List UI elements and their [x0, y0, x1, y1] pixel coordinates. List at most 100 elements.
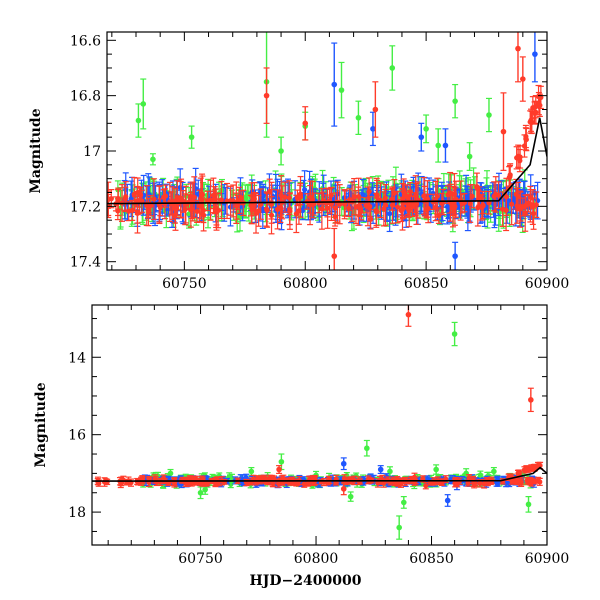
x-tick-label: 60850	[409, 551, 454, 567]
data-point-red	[373, 177, 380, 212]
data-point-red	[519, 56, 526, 102]
data-point-red	[191, 176, 198, 219]
data-point-red	[122, 181, 129, 213]
data-point-red	[286, 193, 293, 226]
data-point-green	[149, 153, 156, 166]
y-tick-label: 16	[68, 428, 86, 444]
data-point-blue	[444, 494, 451, 507]
data-point-red	[134, 177, 141, 208]
plot-frame	[106, 31, 548, 271]
data-point-red	[372, 81, 379, 138]
y-tick-label: 16.8	[70, 89, 101, 105]
data-point-green	[389, 45, 396, 91]
data-point-red	[495, 181, 502, 210]
plot-area	[92, 305, 547, 540]
data-point-red	[274, 189, 281, 230]
data-point-red	[516, 148, 523, 173]
data-point-red	[107, 181, 112, 217]
data-point-red	[523, 465, 530, 473]
data-point-red	[500, 92, 507, 171]
data-point-blue	[418, 122, 425, 152]
data-point-red	[307, 180, 314, 214]
data-point-red	[340, 482, 347, 496]
top-light-curve-panel: 60750 60800 60850 60900 16.6 16.8 17 17.2 17.4 Ma…	[28, 31, 569, 292]
data-point-red	[514, 32, 521, 83]
model-curve	[92, 466, 547, 482]
data-point-red	[147, 194, 154, 217]
data-point-red	[255, 194, 262, 227]
data-point-red	[346, 188, 353, 212]
data-point-red	[115, 187, 122, 210]
data-point-green	[140, 78, 147, 130]
data-point-red	[218, 180, 225, 220]
data-point-red	[531, 478, 538, 485]
data-point-blue	[531, 32, 538, 83]
data-point-red	[407, 181, 414, 202]
y-tick-label: 18	[68, 505, 86, 521]
data-point-green	[525, 496, 532, 513]
x-tick-label: 60900	[525, 551, 570, 567]
plot-area	[107, 32, 547, 270]
data-point-red	[190, 475, 197, 481]
x-tick-label: 60800	[283, 276, 328, 292]
data-point-red	[478, 194, 485, 221]
data-point-red	[280, 474, 287, 483]
data-point-red	[196, 189, 203, 223]
data-point-red	[302, 106, 309, 141]
x-tick-label: 60750	[162, 276, 207, 292]
y-tick-label: 14	[68, 350, 86, 366]
data-point-green	[485, 97, 492, 133]
data-point-red	[331, 227, 338, 270]
y-tick-label: 17.2	[70, 199, 101, 215]
data-point-red	[150, 178, 157, 220]
data-point-green	[400, 496, 407, 509]
x-tick-label: 60750	[178, 551, 223, 567]
bottom-light-curve-panel: 60750 60800 60850 60900 14 16 18 Magnitude HJD−2…	[33, 304, 570, 589]
data-point-red	[508, 183, 515, 226]
data-point-blue	[340, 457, 347, 471]
data-point-green	[466, 142, 473, 171]
data-point-red	[210, 190, 217, 210]
model-curve	[107, 117, 547, 205]
data-point-red	[467, 184, 474, 223]
data-point-red	[194, 199, 201, 224]
data-point-red	[536, 477, 543, 486]
data-point-red	[529, 189, 536, 226]
data-point-red	[367, 209, 374, 230]
data-point-red	[432, 197, 439, 218]
data-point-red	[263, 67, 270, 124]
data-point-red	[522, 194, 529, 216]
data-point-red	[450, 185, 457, 228]
data-point-blue	[418, 175, 425, 212]
data-point-red	[533, 191, 540, 219]
data-point-blue	[442, 128, 449, 163]
data-point-green	[338, 61, 345, 119]
data-point-blue	[452, 241, 459, 270]
data-point-red	[366, 196, 373, 218]
data-point-green	[135, 103, 142, 138]
data-point-green	[452, 83, 459, 119]
data-point-green	[188, 125, 195, 149]
data-point-red	[459, 193, 466, 214]
data-point-green	[248, 466, 255, 476]
data-point-red	[513, 146, 520, 170]
data-point-green	[396, 515, 403, 540]
data-point-red	[233, 192, 240, 220]
x-tick-label: 60850	[404, 276, 449, 292]
y-tick-label: 17	[83, 144, 101, 160]
y-axis-label: Magnitude	[33, 382, 49, 467]
data-point-red	[382, 184, 389, 226]
plot-frame	[91, 304, 548, 546]
data-point-red	[535, 84, 542, 109]
data-point-red	[352, 190, 359, 225]
data-point-red	[523, 127, 530, 152]
data-point-red	[422, 481, 429, 490]
data-point-blue	[331, 42, 338, 127]
y-tick-label: 16.6	[70, 33, 101, 49]
data-point-red	[447, 171, 454, 214]
data-point-green	[347, 491, 354, 502]
data-point-red	[253, 193, 260, 234]
data-point-red	[178, 178, 185, 218]
data-point-green	[242, 184, 249, 213]
data-point-green	[355, 100, 362, 135]
